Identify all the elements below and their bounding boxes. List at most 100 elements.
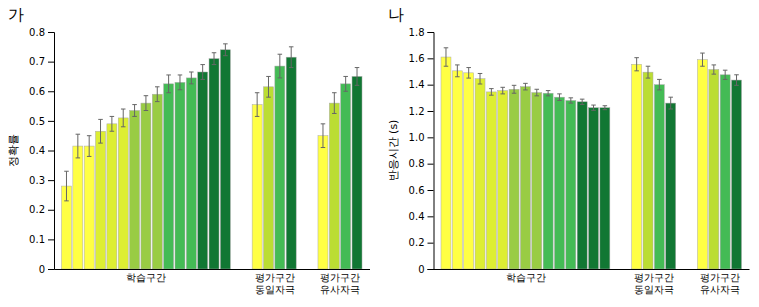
y-tick: 1.8 xyxy=(409,27,434,38)
error-bar xyxy=(200,65,205,80)
plot-area: 00.10.20.30.40.50.60.70.8학습구간평가구간동일자극평가구… xyxy=(29,27,370,295)
bar xyxy=(264,87,274,269)
y-tick: 0.8 xyxy=(409,158,434,169)
y-tick-label: 0 xyxy=(39,264,45,275)
bar xyxy=(498,91,508,269)
bar xyxy=(220,50,230,269)
y-tick-label: 0.6 xyxy=(409,185,425,196)
title: 가 xyxy=(8,5,24,24)
y-tick-mark xyxy=(48,91,54,92)
error-bar xyxy=(455,65,460,77)
bar xyxy=(252,105,262,269)
error-bar xyxy=(444,48,449,66)
bar xyxy=(286,57,296,269)
error-bar xyxy=(700,53,705,66)
x-tick-label-line: 평가구간 xyxy=(255,272,295,283)
marks xyxy=(61,44,362,269)
x-tick-label-line: 동일자극 xyxy=(255,284,295,295)
bar xyxy=(141,103,151,269)
error-bar xyxy=(132,105,137,117)
error-bar xyxy=(87,136,92,157)
y-axis-title: 반응시간 (s) xyxy=(387,120,400,182)
y-tick-mark xyxy=(48,210,54,211)
error-bar xyxy=(734,75,739,86)
title: 나 xyxy=(388,5,404,24)
bar xyxy=(186,78,196,269)
y-tick-label: 0.7 xyxy=(29,56,45,67)
chart-container: 00.10.20.30.40.50.60.70.8학습구간평가구간동일자극평가구… xyxy=(0,0,759,307)
bar xyxy=(341,84,351,269)
bar xyxy=(96,131,106,269)
error-bar xyxy=(489,89,494,96)
bar xyxy=(464,73,474,269)
bar xyxy=(520,87,530,269)
bar xyxy=(452,71,462,269)
bar xyxy=(73,146,83,269)
bar xyxy=(352,76,362,269)
y-tick-mark xyxy=(48,62,54,63)
error-bar xyxy=(723,70,728,79)
y-tick-label: 0 xyxy=(418,264,424,275)
error-bar xyxy=(144,96,149,111)
error-bar xyxy=(355,68,360,86)
y-tick-label: 0.3 xyxy=(29,175,45,186)
bar xyxy=(84,146,94,269)
y-axis: 0 0.1 0.2 0.3 0.4 0.5 0.6 0.7 0.8 xyxy=(29,27,54,275)
bar xyxy=(441,57,451,269)
error-bar xyxy=(523,83,528,90)
y-axis-line xyxy=(48,33,55,270)
y-tick: 0.1 xyxy=(29,234,54,245)
y-tick: 0 xyxy=(418,264,433,275)
bar xyxy=(209,59,219,269)
y-tick-mark xyxy=(428,32,434,33)
x-tick-label: 평가구간유사자극 xyxy=(700,272,740,295)
bar xyxy=(554,97,564,269)
y-tick-mark xyxy=(428,164,434,165)
error-bar xyxy=(603,106,608,110)
y-tick-mark xyxy=(428,243,434,244)
error-bar xyxy=(557,94,562,101)
y-tick: 1.2 xyxy=(409,106,434,117)
chart-svg: 00.10.20.30.40.50.60.70.8학습구간평가구간동일자극평가구… xyxy=(0,0,759,307)
y-tick: 0.4 xyxy=(29,145,54,156)
bar xyxy=(577,102,587,269)
y-tick-label: 1.4 xyxy=(409,79,425,90)
bar xyxy=(164,84,174,269)
x-tick-label-line: 유사자극 xyxy=(320,284,360,295)
y-tick: 0.5 xyxy=(29,116,54,127)
error-bar xyxy=(634,58,639,71)
bar xyxy=(632,64,642,269)
error-bar xyxy=(591,105,596,110)
y-tick: 0.6 xyxy=(29,86,54,97)
error-bar xyxy=(178,75,183,90)
y-tick-mark xyxy=(428,190,434,191)
x-tick-label-line: 평가구간 xyxy=(320,272,360,283)
x-tick: 평가구간유사자극 xyxy=(320,272,360,295)
y-tick: 0.2 xyxy=(409,237,434,248)
y-tick-label: 0.1 xyxy=(29,234,45,245)
y-axis: 00.20.40.60.81.01.21.41.61.8 xyxy=(409,27,434,275)
y-tick: 1.6 xyxy=(409,53,434,64)
x-tick-label-line: 유사자극 xyxy=(700,284,740,295)
error-bar xyxy=(212,53,217,65)
x-tick-label-line: 평가구간 xyxy=(634,272,674,283)
y-tick: 1.4 xyxy=(409,79,434,90)
bar xyxy=(318,136,328,269)
error-bar xyxy=(255,93,260,117)
y-tick-mark xyxy=(428,137,434,138)
bar xyxy=(130,111,140,269)
x-tick-label-line: 학습구간 xyxy=(506,272,546,283)
y-tick-label: 0.2 xyxy=(29,204,45,215)
error-bar xyxy=(321,124,326,148)
y-tick: 0.4 xyxy=(409,211,434,222)
error-bar xyxy=(166,75,171,93)
error-bar xyxy=(155,87,160,102)
bar xyxy=(198,72,208,269)
bar xyxy=(509,89,519,269)
error-bar xyxy=(98,119,103,143)
error-bar xyxy=(512,85,517,93)
y-tick-mark xyxy=(428,58,434,59)
marks xyxy=(441,48,742,269)
error-bar xyxy=(580,99,585,104)
y-tick-label: 0.8 xyxy=(29,27,45,38)
